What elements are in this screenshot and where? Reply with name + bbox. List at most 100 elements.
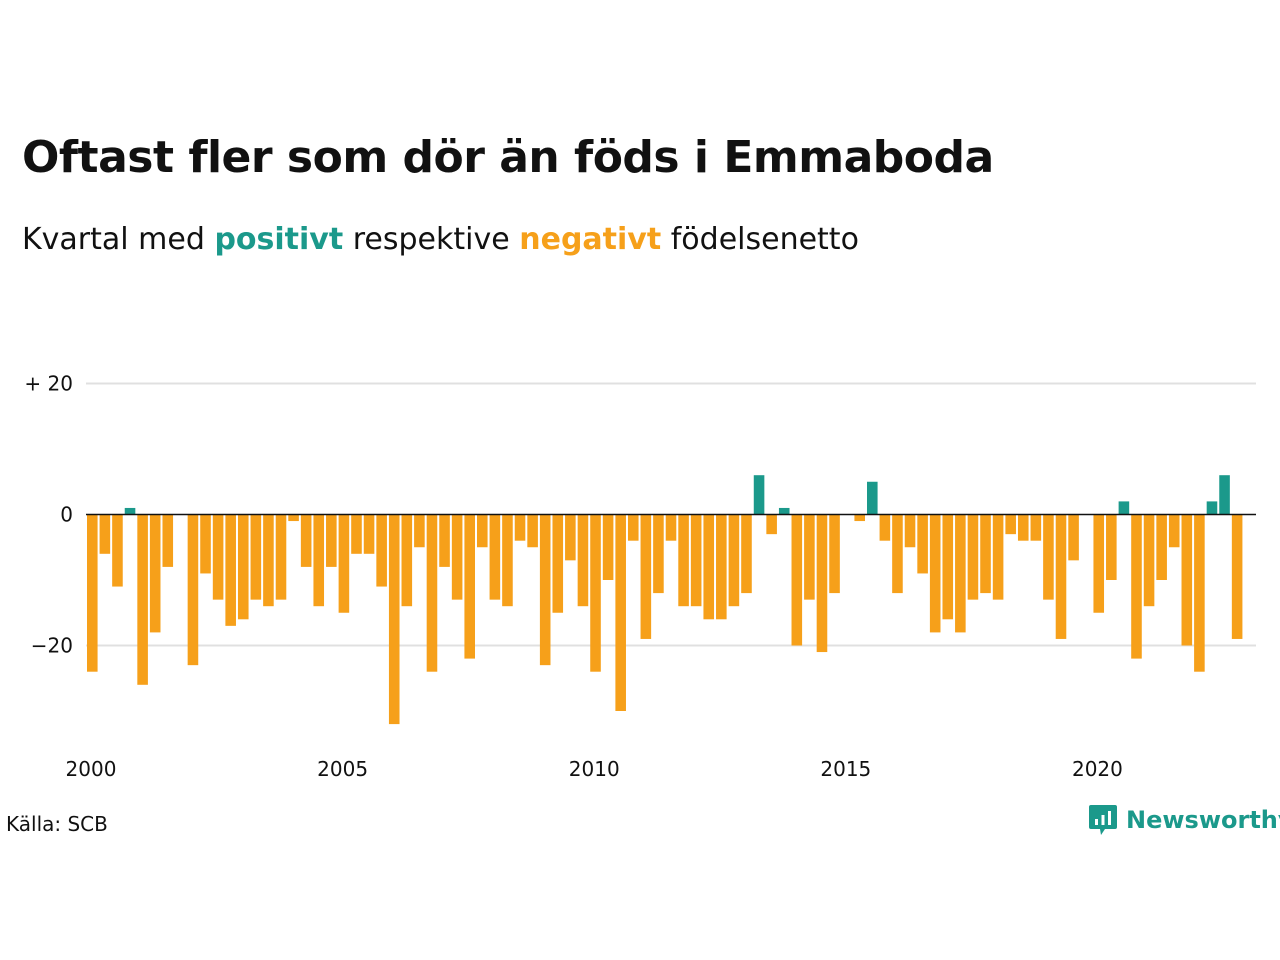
- bar: [565, 514, 576, 561]
- y-tick-label: −20: [31, 634, 73, 658]
- bar: [451, 514, 463, 600]
- bar: [477, 514, 488, 548]
- bar: [275, 514, 287, 600]
- bar: [112, 514, 123, 587]
- bar: [439, 514, 450, 567]
- subtitle-middle: respektive: [352, 222, 510, 257]
- bar: [489, 514, 501, 600]
- bar: [653, 514, 664, 594]
- bar: [703, 514, 715, 620]
- bar: [1030, 514, 1042, 541]
- subtitle-prefix: Kvartal med: [22, 222, 205, 257]
- bar: [300, 514, 312, 567]
- bar: [590, 514, 601, 672]
- bar: [162, 514, 174, 567]
- bar: [690, 514, 702, 607]
- bar: [766, 514, 777, 535]
- bar: [791, 514, 803, 646]
- bar: [955, 514, 966, 633]
- bar: [1181, 514, 1193, 646]
- bar: [1143, 514, 1155, 607]
- x-tick-label: 2000: [66, 757, 117, 781]
- bar: [879, 514, 891, 541]
- x-tick-label: 2010: [569, 757, 620, 781]
- bar: [338, 514, 350, 613]
- bar: [527, 514, 538, 548]
- bar: [804, 514, 815, 600]
- bar: [1055, 514, 1067, 639]
- bar: [414, 514, 425, 548]
- bar: [577, 514, 589, 607]
- bar: [892, 514, 903, 594]
- bar: [87, 514, 98, 672]
- subtitle-positive-word: positivt: [214, 222, 344, 257]
- bar: [288, 514, 299, 522]
- bar: [816, 514, 828, 653]
- bar: [1043, 514, 1054, 600]
- bar: [665, 514, 677, 541]
- bar: [1093, 514, 1105, 613]
- bar: [376, 514, 387, 587]
- subtitle-suffix: födelsenetto: [670, 222, 859, 257]
- bar: [263, 514, 274, 607]
- newsworthy-logo-icon: [1089, 805, 1117, 835]
- bars: [87, 475, 1243, 725]
- bar: [313, 514, 325, 607]
- bar: [992, 514, 1004, 600]
- bar: [99, 514, 111, 554]
- bar: [351, 514, 362, 554]
- bar: [137, 514, 148, 685]
- bar: [502, 514, 513, 607]
- bar: [1231, 514, 1243, 639]
- chart-title: Oftast fler som dör än föds i Emmaboda: [22, 132, 994, 183]
- bar: [1194, 514, 1205, 672]
- bar: [778, 507, 790, 515]
- y-tick-label: 0: [60, 503, 73, 527]
- bar: [728, 514, 740, 607]
- bar: [904, 514, 916, 548]
- bar: [464, 514, 475, 659]
- bar: [1168, 514, 1180, 548]
- bar: [237, 514, 249, 620]
- bar: [741, 514, 752, 594]
- bar: [627, 514, 639, 541]
- bar: [640, 514, 652, 639]
- gridlines: [86, 382, 1256, 647]
- bar: [1131, 514, 1142, 659]
- bar: [149, 514, 161, 633]
- source-note: Källa: SCB: [6, 812, 108, 836]
- bar: [929, 514, 941, 633]
- bar: [854, 514, 865, 522]
- bar: [250, 514, 262, 600]
- bar: [615, 514, 626, 711]
- bar: [829, 514, 840, 594]
- x-tick-label: 2005: [317, 757, 368, 781]
- bar: [124, 507, 136, 515]
- x-tick-label: 2020: [1072, 757, 1123, 781]
- bar: [967, 514, 979, 600]
- axes: + 20 0 −20 2000 2005 2010 2015 2020: [24, 372, 1256, 781]
- bar: [225, 514, 236, 626]
- bar: [212, 514, 224, 600]
- bar: [980, 514, 991, 594]
- bar: [326, 514, 337, 567]
- bar: [753, 475, 765, 515]
- bar: [1005, 514, 1016, 535]
- subtitle-negative-word: negativt: [519, 222, 662, 257]
- bar: [401, 514, 413, 607]
- bar: [917, 514, 928, 574]
- bar: [1219, 475, 1230, 515]
- chart-subtitle: Kvartal med positivt respektive negativt…: [22, 222, 859, 257]
- brand-name: Newsworthy: [1126, 806, 1280, 834]
- bar: [716, 514, 727, 620]
- bar: [363, 514, 375, 554]
- bar: [388, 514, 400, 725]
- y-tick-label: + 20: [24, 372, 73, 396]
- bar: [678, 514, 689, 607]
- bar: [187, 514, 199, 666]
- bar: [1206, 501, 1218, 515]
- bar: [1156, 514, 1167, 580]
- bar: [1118, 501, 1130, 515]
- brand-logo[interactable]: Newsworthy: [1088, 803, 1280, 837]
- bar: [1106, 514, 1117, 580]
